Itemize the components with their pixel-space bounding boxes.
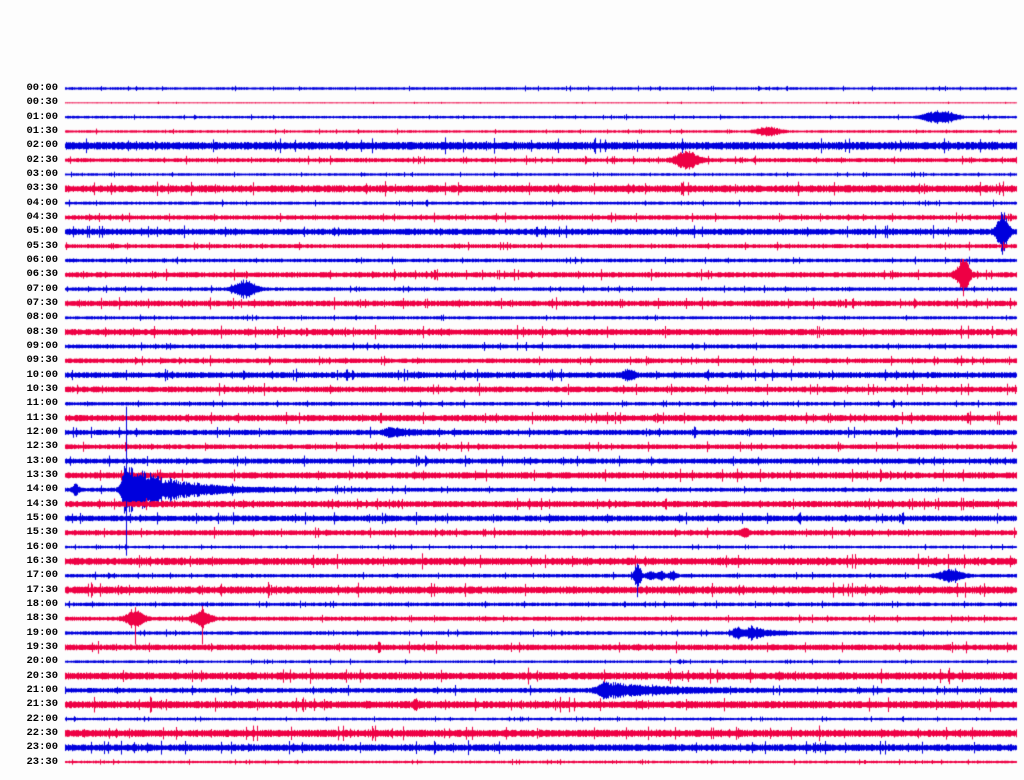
row-time-label: 02:30 xyxy=(26,153,58,166)
row-time-label: 15:00 xyxy=(26,511,58,524)
row-time-label: 08:30 xyxy=(26,325,58,338)
row-time-label: 16:30 xyxy=(26,554,58,567)
row-time-label: 12:30 xyxy=(26,440,58,453)
row-time-label: 19:30 xyxy=(26,640,58,653)
row-time-label: 09:30 xyxy=(26,354,58,367)
row-time-label: 22:30 xyxy=(26,726,58,739)
row-time-label: 08:00 xyxy=(26,311,58,324)
row-time-label: 21:30 xyxy=(26,698,58,711)
row-time-label: 05:00 xyxy=(26,225,58,238)
row-time-label: 18:00 xyxy=(26,597,58,610)
row-time-label: 21:00 xyxy=(26,683,58,696)
row-time-label: 22:00 xyxy=(26,712,58,725)
row-time-label: 03:00 xyxy=(26,167,58,180)
row-time-label: 14:30 xyxy=(26,497,58,510)
row-time-label: 05:30 xyxy=(26,239,58,252)
row-time-label: 02:00 xyxy=(26,139,58,152)
row-time-label: 12:00 xyxy=(26,425,58,438)
row-time-label: 04:30 xyxy=(26,210,58,223)
row-time-label: 18:30 xyxy=(26,612,58,625)
row-time-label: 13:30 xyxy=(26,468,58,481)
row-time-label: 17:30 xyxy=(26,583,58,596)
row-time-label: 01:00 xyxy=(26,110,58,123)
row-time-label: 10:30 xyxy=(26,382,58,395)
row-time-label: 23:30 xyxy=(26,755,58,768)
row-time-label: 17:00 xyxy=(26,569,58,582)
row-time-label: 07:30 xyxy=(26,296,58,309)
row-time-label: 13:00 xyxy=(26,454,58,467)
row-time-label: 10:00 xyxy=(26,368,58,381)
row-time-label: 16:00 xyxy=(26,540,58,553)
row-time-label: 15:30 xyxy=(26,526,58,539)
row-time-label: 04:00 xyxy=(26,196,58,209)
row-time-label: 23:00 xyxy=(26,741,58,754)
row-time-label: 19:00 xyxy=(26,626,58,639)
row-time-label: 00:00 xyxy=(26,82,58,94)
row-time-label: 07:00 xyxy=(26,282,58,295)
row-time-label: 06:30 xyxy=(26,268,58,281)
row-time-label: 09:00 xyxy=(26,339,58,352)
row-time-label: 20:30 xyxy=(26,669,58,682)
row-time-label: 03:30 xyxy=(26,182,58,195)
row-time-label: 01:30 xyxy=(26,124,58,137)
row-time-label: 20:00 xyxy=(26,655,58,668)
row-time-label: 00:30 xyxy=(26,96,58,109)
row-time-label: 11:30 xyxy=(26,411,58,424)
row-time-label: 14:00 xyxy=(26,483,58,496)
row-time-label: 06:00 xyxy=(26,253,58,266)
row-time-label: 11:00 xyxy=(26,397,58,410)
